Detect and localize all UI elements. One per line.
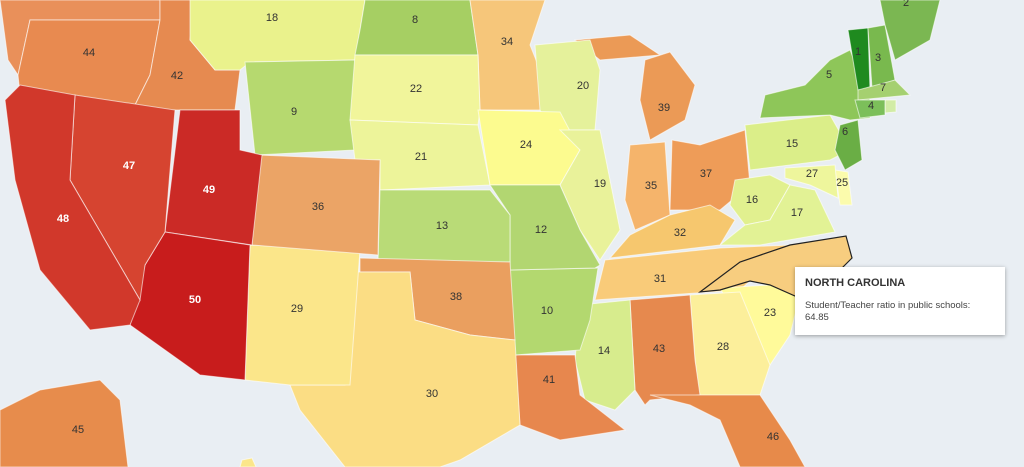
state <box>244 59 356 156</box>
state-label: 23 <box>764 307 776 319</box>
state <box>784 164 839 199</box>
state-label: 35 <box>645 180 657 192</box>
state-label: 5 <box>826 69 832 81</box>
state <box>608 204 736 259</box>
state <box>857 79 912 101</box>
tooltip: NORTH CAROLINA Student/Teacher ratio in … <box>795 267 1005 335</box>
state-label: 18 <box>266 12 278 24</box>
state-label: 14 <box>598 345 610 357</box>
state-label: 50 <box>189 294 201 306</box>
state-label: 44 <box>83 47 95 59</box>
state-label: 24 <box>520 139 532 151</box>
state <box>834 119 863 171</box>
state <box>244 244 361 386</box>
state-label: 27 <box>806 168 818 180</box>
state-label: 17 <box>791 207 803 219</box>
state <box>239 457 257 467</box>
state-label: 19 <box>594 178 606 190</box>
state-label: 46 <box>767 431 779 443</box>
state-label: 32 <box>674 227 686 239</box>
state-label: 7 <box>880 82 886 94</box>
state-label: 22 <box>410 83 422 95</box>
state <box>639 51 696 141</box>
state <box>649 394 806 467</box>
state-label: 13 <box>436 220 448 232</box>
state-label: 48 <box>57 213 69 225</box>
state <box>879 0 941 61</box>
state-label: 30 <box>426 388 438 400</box>
state-label: 38 <box>450 291 462 303</box>
state <box>4 84 141 331</box>
state-label: 25 <box>836 177 848 189</box>
state-label: 9 <box>291 106 297 118</box>
state-label: 8 <box>412 14 418 26</box>
state <box>558 129 621 261</box>
state <box>164 109 263 246</box>
state-label: 28 <box>717 341 729 353</box>
state-label: 15 <box>786 138 798 150</box>
state-label: 10 <box>541 305 553 317</box>
state <box>0 379 129 467</box>
state-label: 31 <box>654 273 666 285</box>
state-label: 20 <box>577 80 589 92</box>
tooltip-value: 64.85 <box>805 312 829 323</box>
state-label: 37 <box>700 168 712 180</box>
state-label: 21 <box>415 151 427 163</box>
state-label: 43 <box>653 343 665 355</box>
state-label: 45 <box>72 424 84 436</box>
state <box>854 99 886 119</box>
state-label: 6 <box>842 126 848 138</box>
state-label: 16 <box>746 194 758 206</box>
state <box>354 0 479 56</box>
state-label: 41 <box>543 374 555 386</box>
state-label: 2 <box>903 0 909 9</box>
state <box>624 141 671 231</box>
state-label: 34 <box>501 36 513 48</box>
state <box>469 0 546 111</box>
state-label: 42 <box>171 70 183 82</box>
state <box>884 99 897 114</box>
state-label: 1 <box>855 46 861 58</box>
state-label: 3 <box>875 52 881 64</box>
state-label: 39 <box>658 102 670 114</box>
tooltip-label: Student/Teacher ratio in public schools: <box>805 300 971 311</box>
state <box>189 0 366 71</box>
state <box>834 169 853 206</box>
state-label: 29 <box>291 303 303 315</box>
state-label: 36 <box>312 201 324 213</box>
state-label: 49 <box>203 184 215 196</box>
state <box>718 184 836 246</box>
state-label: 4 <box>868 100 874 112</box>
state-label: 47 <box>123 160 135 172</box>
state-label: 12 <box>535 224 547 236</box>
tooltip-title: NORTH CAROLINA <box>805 277 906 289</box>
